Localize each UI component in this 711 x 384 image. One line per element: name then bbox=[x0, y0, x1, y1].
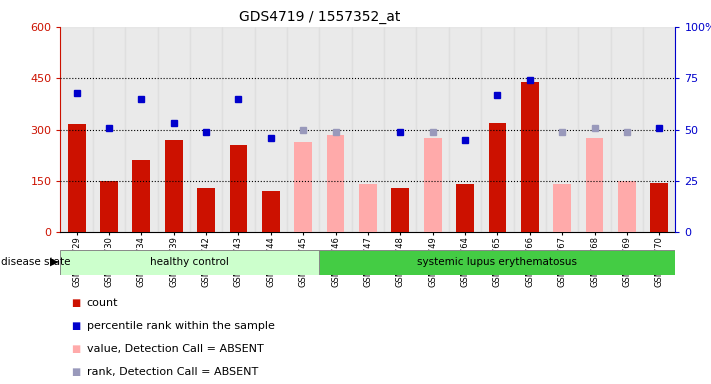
Bar bbox=[618, 181, 636, 232]
Bar bbox=[165, 140, 183, 232]
Bar bbox=[521, 82, 539, 232]
Bar bbox=[651, 183, 668, 232]
Bar bbox=[230, 145, 247, 232]
Text: ■: ■ bbox=[71, 344, 80, 354]
Bar bbox=[68, 124, 85, 232]
Bar bbox=[125, 27, 158, 232]
Bar bbox=[326, 135, 344, 232]
Bar bbox=[262, 191, 279, 232]
Text: ■: ■ bbox=[71, 298, 80, 308]
Bar bbox=[132, 161, 150, 232]
Text: percentile rank within the sample: percentile rank within the sample bbox=[87, 321, 274, 331]
Bar bbox=[319, 250, 675, 275]
Bar bbox=[449, 27, 481, 232]
Text: count: count bbox=[87, 298, 118, 308]
Text: systemic lupus erythematosus: systemic lupus erythematosus bbox=[417, 257, 577, 267]
Bar bbox=[223, 27, 255, 232]
Text: ■: ■ bbox=[71, 321, 80, 331]
Bar bbox=[488, 123, 506, 232]
Bar bbox=[424, 138, 442, 232]
Bar bbox=[586, 138, 604, 232]
Bar bbox=[553, 184, 571, 232]
Bar bbox=[319, 27, 352, 232]
Bar bbox=[481, 27, 513, 232]
Bar bbox=[456, 184, 474, 232]
Text: value, Detection Call = ABSENT: value, Detection Call = ABSENT bbox=[87, 344, 264, 354]
Bar bbox=[158, 27, 190, 232]
Text: GDS4719 / 1557352_at: GDS4719 / 1557352_at bbox=[240, 10, 400, 23]
Bar bbox=[60, 27, 93, 232]
Bar bbox=[417, 27, 449, 232]
Bar bbox=[578, 27, 611, 232]
Bar bbox=[611, 27, 643, 232]
Bar bbox=[287, 27, 319, 232]
Bar bbox=[643, 27, 675, 232]
Bar bbox=[359, 184, 377, 232]
Bar bbox=[60, 250, 319, 275]
Text: ▶: ▶ bbox=[50, 257, 58, 267]
Bar bbox=[546, 27, 578, 232]
Bar bbox=[93, 27, 125, 232]
Bar bbox=[392, 188, 410, 232]
Text: healthy control: healthy control bbox=[151, 257, 230, 267]
Bar bbox=[190, 27, 223, 232]
Bar bbox=[384, 27, 417, 232]
Text: rank, Detection Call = ABSENT: rank, Detection Call = ABSENT bbox=[87, 367, 258, 377]
Text: disease state: disease state bbox=[1, 257, 71, 267]
Bar bbox=[255, 27, 287, 232]
Bar bbox=[352, 27, 384, 232]
Bar bbox=[513, 27, 546, 232]
Bar bbox=[197, 188, 215, 232]
Bar bbox=[294, 142, 312, 232]
Text: ■: ■ bbox=[71, 367, 80, 377]
Bar bbox=[100, 181, 118, 232]
